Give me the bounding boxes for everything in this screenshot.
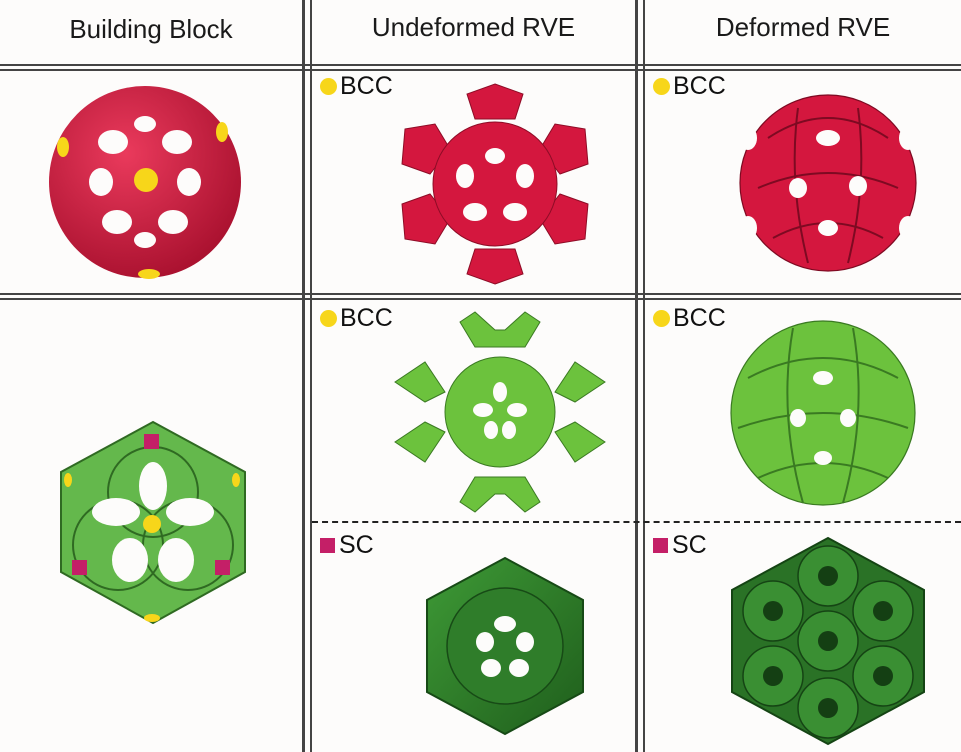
red-building-block-image xyxy=(49,86,241,279)
header-building-block: Building Block xyxy=(69,14,233,44)
bcc-marker-icon xyxy=(320,78,337,95)
green-bcc-deformed-image xyxy=(730,320,916,506)
label-text: BCC xyxy=(673,72,726,100)
label-text: BCC xyxy=(340,304,393,332)
divider-v2 xyxy=(635,0,638,752)
label-text: SC xyxy=(672,531,707,559)
label-text: BCC xyxy=(673,304,726,332)
bcc-marker-icon xyxy=(653,78,670,95)
label-bcc-undeformed-red: BCC xyxy=(320,72,393,101)
label-bcc-deformed-red: BCC xyxy=(653,72,726,101)
green-sc-undeformed-image xyxy=(426,556,584,736)
header-undeformed-rve: Undeformed RVE xyxy=(371,12,576,42)
divider-h1b xyxy=(0,69,961,71)
bcc-marker-icon xyxy=(653,310,670,327)
label-sc-undeformed: SC xyxy=(320,531,374,560)
label-bcc-undeformed-green: BCC xyxy=(320,304,393,333)
bcc-marker-icon xyxy=(320,310,337,327)
divider-v1 xyxy=(302,0,305,752)
label-bcc-deformed-green: BCC xyxy=(653,304,726,333)
divider-h2b xyxy=(0,298,961,300)
label-sc-deformed: SC xyxy=(653,531,707,560)
sc-marker-icon xyxy=(653,538,668,553)
divider-v2b xyxy=(643,0,645,752)
sc-marker-icon xyxy=(320,538,335,553)
divider-v1b xyxy=(310,0,312,752)
green-bcc-undeformed-image xyxy=(394,311,606,513)
red-bcc-deformed-image xyxy=(739,94,917,272)
red-bcc-undeformed-image xyxy=(401,83,589,285)
dashed-divider xyxy=(312,521,961,523)
green-building-block-image xyxy=(60,420,246,625)
label-text: SC xyxy=(339,531,374,559)
divider-h2 xyxy=(0,293,961,295)
label-text: BCC xyxy=(340,72,393,100)
divider-h1 xyxy=(0,64,961,66)
green-sc-deformed-image xyxy=(731,536,925,746)
header-deformed-rve: Deformed RVE xyxy=(715,12,891,42)
